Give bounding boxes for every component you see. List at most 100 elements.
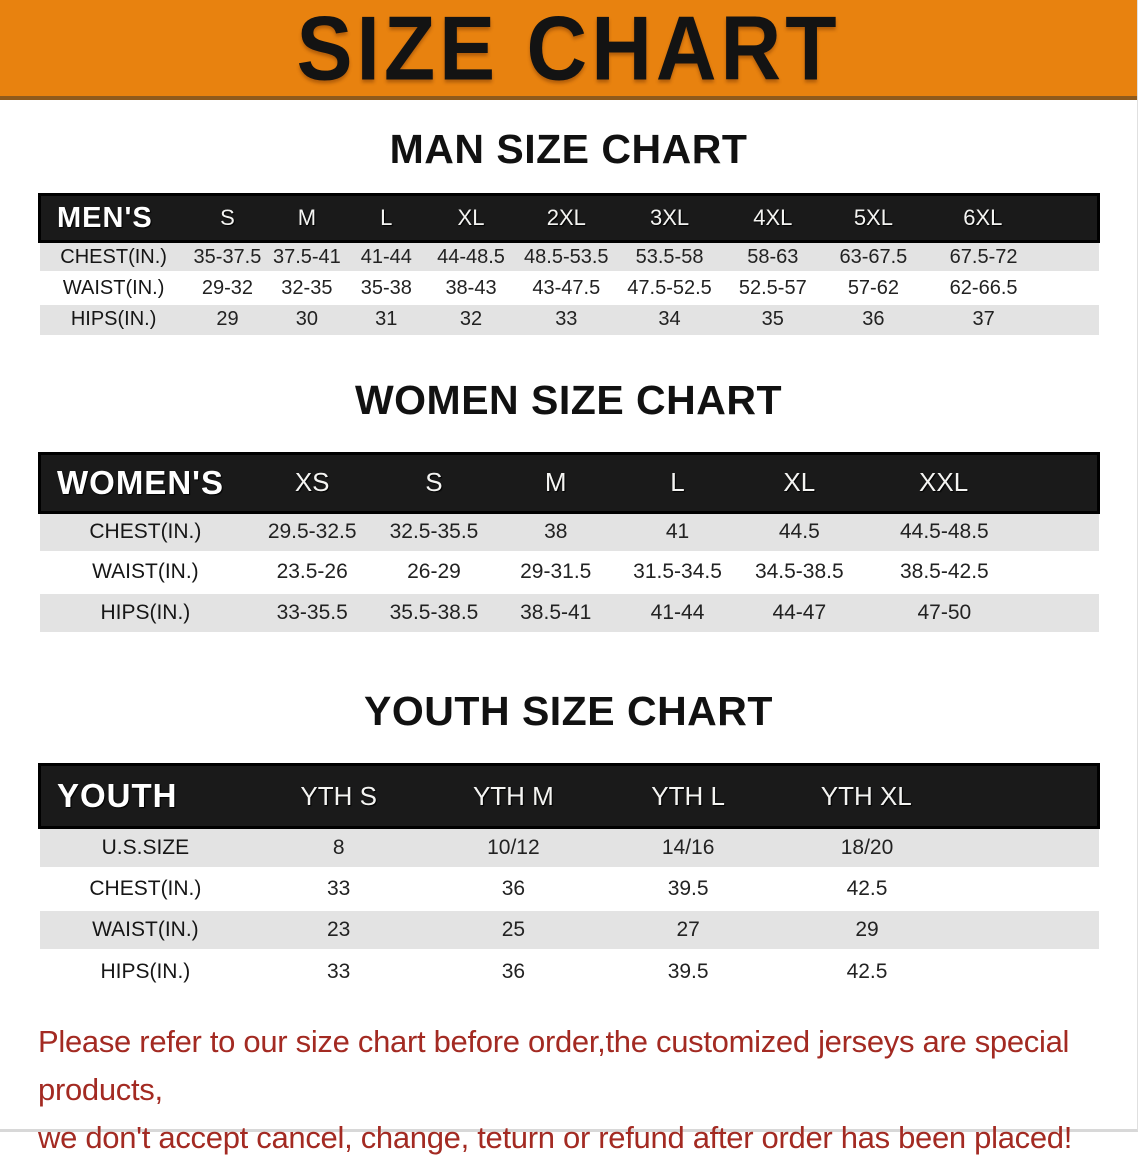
size-value: 47.5-52.5 [627,276,712,299]
size-value: 33 [326,877,351,900]
size-value: 31 [346,303,427,335]
size-value: 57-62 [847,276,899,299]
size-value: 43-47.5 [532,276,601,299]
size-value: 39.5 [667,877,709,900]
table-row: WAIST(IN.) 29-32 32-35 35-38 38-43 43-47.5 47.… [39,272,1099,304]
size-value: 34.5-38.5 [754,560,844,583]
size-value: 30 [267,303,347,335]
disclaimer-line-1: Please refer to our size chart before or… [38,1023,1070,1107]
size-value: 39.5 [667,959,709,983]
size-value: 32-35 [281,276,333,299]
size-value: 67.5-72 [923,241,1099,273]
size-value: 48.5-53.5 [516,241,617,273]
size-value: 44-47 [738,592,861,632]
size-column-header: 6XL [923,193,1100,243]
size-value: 36 [823,303,924,335]
size-value: 38.5-41 [494,592,617,632]
size-value: 42.5 [846,959,888,983]
size-value: 35-38 [360,276,412,299]
size-value: 29 [187,303,268,335]
disclaimer-line-2: we don't accept cancel, change, teturn o… [38,1119,1073,1155]
size-column-header: S [187,193,268,243]
size-value: 32 [426,303,517,335]
size-column-header: L [616,451,739,514]
size-value: 62-66.5 [949,276,1018,299]
size-value: 58-63 [722,241,824,273]
size-column-header: 5XL [823,193,924,243]
size-value: 26-29 [407,560,461,583]
row-label: HIPS(IN.) [100,959,191,983]
size-value: 42.5 [846,877,888,900]
size-value: 25 [426,909,601,951]
banner-title: SIZE CHART [296,0,841,99]
youth-section-title: YOUTH SIZE CHART [364,688,773,734]
size-value: 38 [494,512,617,552]
size-column-header: L [346,193,427,243]
size-value: 41-44 [346,241,427,273]
row-label: WAIST(IN.) [39,909,252,951]
size-column-header: S [373,451,495,514]
size-value: 34 [616,303,723,335]
table-row: WAIST(IN.) 23 25 27 29 [39,909,1099,951]
table-row: HIPS(IN.) 33-35.5 35.5-38.5 38.5-41 41-44 44-… [39,592,1099,632]
table-corner-label: MEN'S [37,193,188,243]
size-value: 36 [501,877,526,900]
size-column-header: 4XL [722,193,824,243]
size-value: 35.5-38.5 [373,592,495,632]
size-value: 18/20 [775,827,1099,869]
size-value: 33 [326,959,351,983]
size-value: 53.5-58 [616,241,723,273]
row-label: HIPS(IN.) [39,303,188,335]
size-column-header: 3XL [616,193,723,243]
size-value: 29-32 [201,276,254,299]
size-value: 47-50 [860,592,1099,632]
size-column-header: YTH XL [775,763,1100,829]
row-label: HIPS(IN.) [39,592,252,632]
size-value: 23.5-26 [276,560,348,583]
size-value: 14/16 [600,827,776,869]
size-value: 63-67.5 [823,241,924,273]
size-column-header: XL [738,451,861,514]
size-value: 33 [516,303,617,335]
row-label: CHEST(IN.) [39,512,252,552]
size-value: 29.5-32.5 [251,512,374,552]
size-chart-banner: SIZE CHART [0,0,1137,100]
size-column-header: XL [426,193,517,243]
disclaimer-note: Please refer to our size chart before or… [38,1018,1099,1162]
size-value: 44.5 [738,512,861,552]
size-value: 36 [501,959,526,983]
size-value: 37.5-41 [267,241,347,273]
size-value: 44.5-48.5 [860,512,1099,552]
row-label: CHEST(IN.) [39,241,188,273]
women-header-row: WOMEN'S XS S M L XL XXL [38,451,1101,514]
size-column-header: M [267,193,347,243]
row-label: WAIST(IN.) [92,560,199,583]
table-corner-label: WOMEN'S [38,451,252,514]
table-row: HIPS(IN.) 33 36 39.5 42.5 [39,950,1099,992]
size-value: 29 [775,909,1099,951]
size-value: 35 [722,303,824,335]
youth-header-row: YOUTH YTH S YTH M YTH L YTH XL [38,763,1100,829]
size-column-header: 2XL [516,193,617,243]
size-column-header: XXL [860,451,1101,514]
size-value: 27 [600,909,776,951]
size-value: 33-35.5 [251,592,374,632]
women-section-title: WOMEN SIZE CHART [354,376,783,423]
size-value: 31.5-34.5 [633,560,722,583]
size-value: 37 [923,303,1099,335]
row-label: U.S.SIZE [39,827,252,869]
youth-size-table: YOUTH YTH S YTH M YTH L YTH XL U.S.SIZE 8 10/1… [38,763,1100,992]
table-row: CHEST(IN.) 29.5-32.5 32.5-35.5 38 41 44.5 44.5… [39,512,1099,552]
size-value: 38.5-42.5 [899,560,989,583]
size-value: 44-48.5 [426,241,517,273]
size-value: 10/12 [426,827,601,869]
size-column-header: YTH S [251,763,427,829]
table-row: U.S.SIZE 8 10/12 14/16 18/20 [39,827,1099,869]
men-section-title: MAN SIZE CHART [389,126,748,172]
size-value: 29-31.5 [520,560,592,583]
size-value: 8 [251,827,427,869]
size-value: 35-37.5 [187,241,268,273]
size-column-header: YTH M [426,763,601,829]
size-value: 38-43 [445,276,497,299]
size-value: 41-44 [616,592,739,632]
